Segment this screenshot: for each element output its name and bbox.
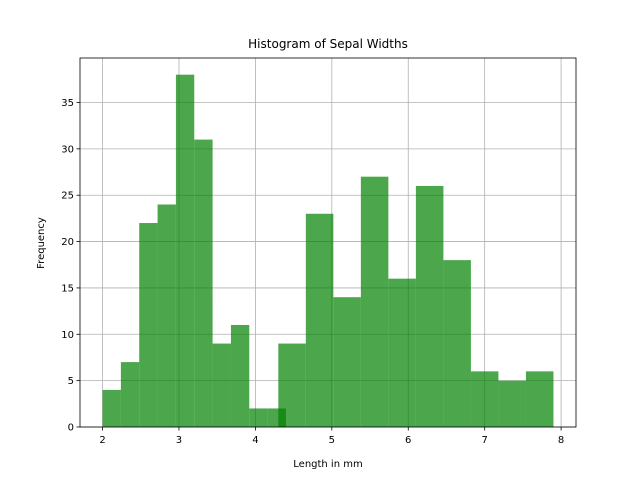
bar xyxy=(249,408,268,427)
bar xyxy=(157,204,176,427)
bar xyxy=(230,325,250,427)
y-tick-label: 10 xyxy=(61,330,74,341)
bar xyxy=(305,213,334,427)
bar xyxy=(470,371,499,427)
bar xyxy=(175,74,195,427)
bar xyxy=(212,343,231,427)
y-tick-label: 20 xyxy=(61,237,74,248)
bar xyxy=(333,297,361,427)
bar xyxy=(360,176,389,427)
y-tick-label: 0 xyxy=(68,423,74,434)
bar xyxy=(139,223,158,427)
x-tick-label: 6 xyxy=(405,435,411,446)
bar xyxy=(443,260,471,427)
x-tick-label: 2 xyxy=(99,435,105,446)
plot-frame xyxy=(79,57,577,428)
chart-title: Histogram of Sepal Widths xyxy=(248,37,408,51)
x-tick-label: 5 xyxy=(329,435,335,446)
y-tick-label: 35 xyxy=(61,98,74,109)
x-tick-label: 3 xyxy=(176,435,182,446)
x-tick-label: 8 xyxy=(558,435,564,446)
bar xyxy=(415,185,444,427)
y-tick-label: 30 xyxy=(61,144,74,155)
x-tick-label: 4 xyxy=(252,435,258,446)
y-tick-label: 15 xyxy=(61,283,74,294)
x-tick-label: 7 xyxy=(481,435,487,446)
y-axis-label: Frequency xyxy=(36,217,47,269)
bar xyxy=(278,343,306,427)
bar xyxy=(498,380,526,427)
y-tick-label: 5 xyxy=(68,376,74,387)
bar xyxy=(120,362,140,427)
bar xyxy=(525,371,554,427)
y-tick-label: 25 xyxy=(61,191,74,202)
bar xyxy=(194,139,213,427)
bar xyxy=(102,389,121,427)
bar xyxy=(388,278,416,427)
x-axis-label: Length in mm xyxy=(293,459,362,470)
